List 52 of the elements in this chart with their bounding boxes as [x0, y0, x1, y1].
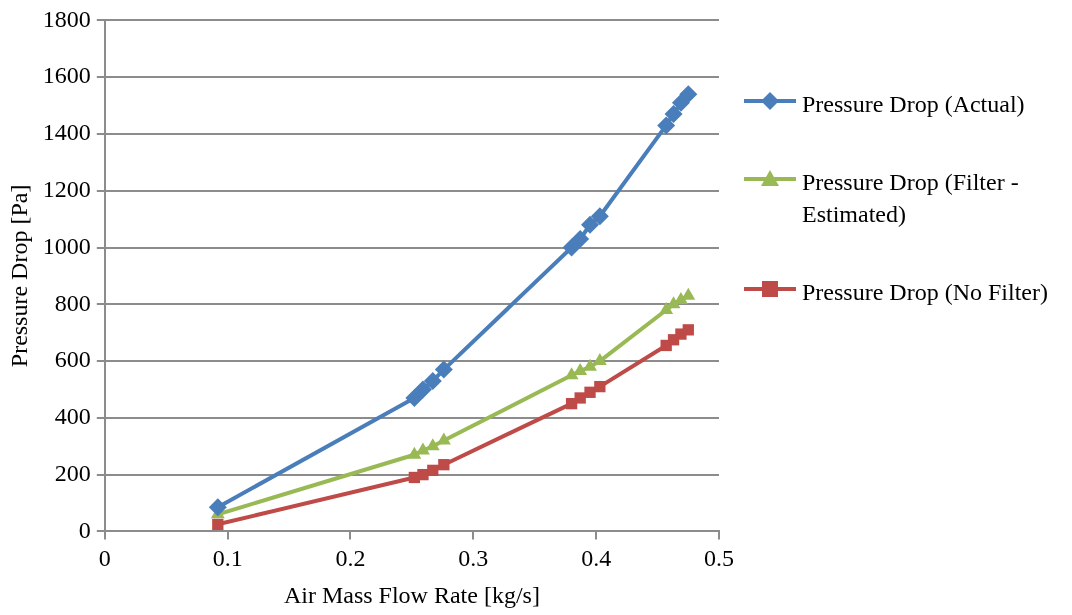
- y-tick-label: 800: [54, 289, 91, 316]
- point: [212, 518, 224, 530]
- y-tick-label: 1800: [42, 5, 91, 32]
- x-tick-label: 0.1: [212, 545, 243, 572]
- point: [564, 367, 579, 380]
- point: [594, 380, 606, 393]
- point: [584, 386, 596, 398]
- y-tick-label: 0: [78, 516, 91, 543]
- x-tick-label: 0.5: [704, 545, 734, 572]
- point: [434, 360, 453, 379]
- point: [571, 229, 590, 248]
- point: [592, 353, 607, 366]
- point: [417, 468, 429, 481]
- point: [416, 442, 430, 455]
- point: [405, 388, 424, 407]
- y-tick-label: 1400: [42, 119, 91, 146]
- point: [574, 392, 586, 404]
- y-tick-label: 1000: [42, 232, 91, 259]
- point: [407, 446, 422, 459]
- y-tick-label: 600: [54, 346, 91, 373]
- point: [583, 358, 597, 371]
- x-tick-label: 0.3: [458, 545, 489, 572]
- point: [590, 207, 609, 226]
- point: [425, 438, 440, 451]
- point: [413, 380, 432, 399]
- x-axis-title: Air Mass Flow Rate [kg/s]: [283, 581, 540, 608]
- point: [681, 287, 696, 300]
- point: [562, 238, 581, 257]
- legend-label: Pressure Drop (Actual): [802, 90, 1026, 119]
- point: [671, 93, 690, 112]
- point: [423, 371, 442, 390]
- point: [659, 301, 674, 314]
- y-tick-label: 200: [54, 459, 91, 486]
- x-tick-label: 0: [98, 545, 111, 572]
- point: [664, 105, 683, 124]
- y-tick-label: 400: [54, 403, 91, 430]
- point: [427, 464, 439, 477]
- point: [436, 432, 451, 445]
- point: [679, 85, 698, 104]
- x-tick-label: 0.2: [335, 545, 366, 572]
- x-tick-label: 0.4: [581, 545, 612, 572]
- y-tick-label: 1600: [42, 62, 91, 89]
- point: [208, 498, 227, 517]
- point: [682, 324, 694, 336]
- legend-label: Pressure Drop (Filter - Estimated): [802, 168, 1020, 229]
- point: [581, 215, 600, 234]
- y-tick-label: 1200: [42, 176, 91, 203]
- y-axis-title: Pressure Drop [Pa]: [5, 184, 32, 368]
- point: [573, 363, 588, 375]
- point: [657, 116, 676, 135]
- point: [438, 459, 450, 471]
- legend-label: Pressure Drop (No Filter): [802, 278, 1049, 307]
